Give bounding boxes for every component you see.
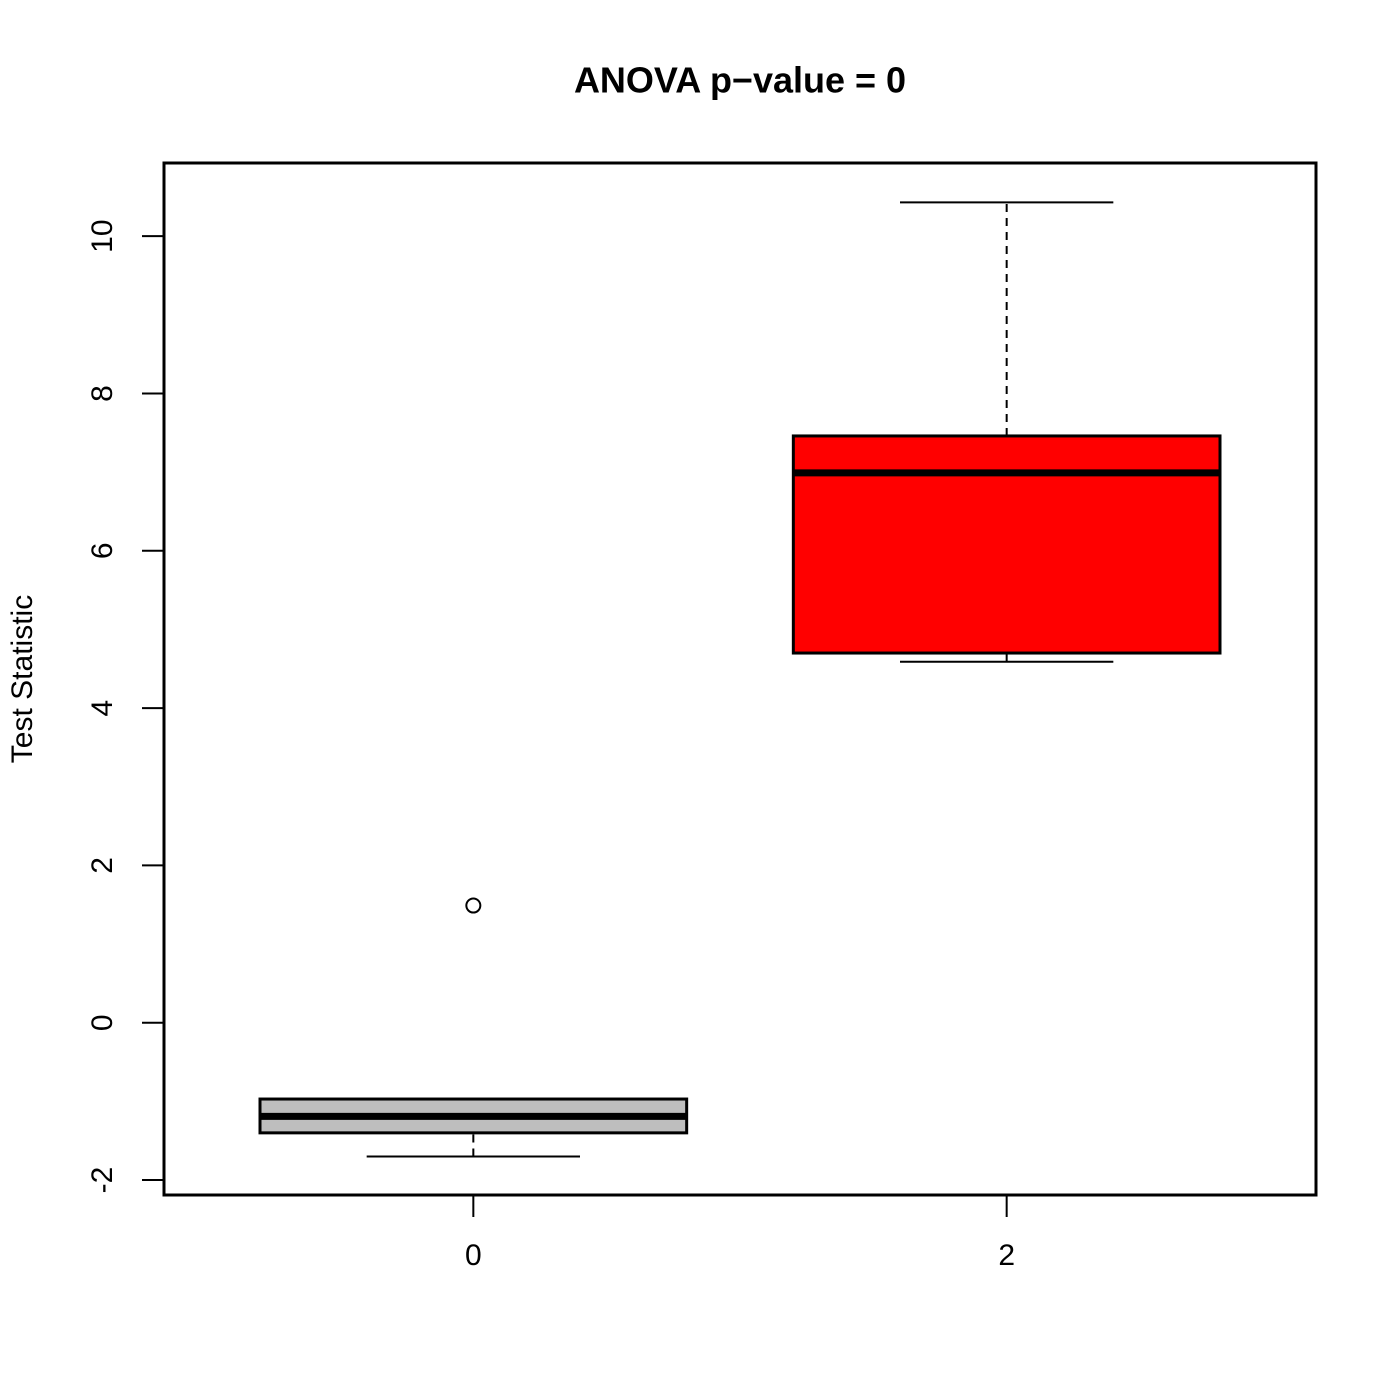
y-tick-label: 6 [86,542,119,559]
chart-title: ANOVA p−value = 0 [574,60,906,101]
y-tick-label: -2 [86,1167,119,1194]
y-tick-label: 8 [86,385,119,402]
y-tick-label: 10 [86,219,119,252]
y-tick-label: 0 [86,1014,119,1031]
y-tick-label: 4 [86,700,119,717]
y-tick-label: 2 [86,857,119,874]
box [791,434,1222,655]
y-axis-label: Test Statistic [6,595,39,763]
outlier [465,897,482,914]
plot-frame [162,161,1318,1197]
x-tick-label: 0 [465,1239,482,1272]
x-tick-label: 2 [998,1239,1015,1272]
